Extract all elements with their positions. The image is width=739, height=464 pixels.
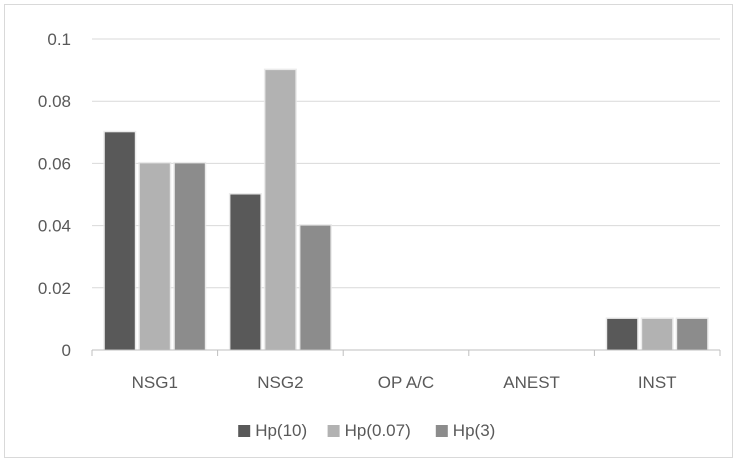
legend-swatch	[435, 425, 448, 437]
y-tick-label: 0.1	[47, 30, 71, 49]
x-axis-tick-labels: NSG1 NSG2 OP A/C ANEST INST	[132, 373, 677, 392]
x-tick-label: NSG1	[132, 373, 178, 392]
bar	[139, 163, 170, 350]
y-tick-label: 0	[62, 341, 71, 360]
bar-hp-0-07-nsg1	[138, 161, 172, 350]
bar-hp-3-nsg2	[298, 224, 332, 350]
bar	[104, 132, 135, 350]
bar-hp-10-nsg2	[228, 193, 262, 350]
x-tick-label: OP A/C	[378, 373, 434, 392]
y-tick-label: 0.02	[38, 279, 71, 298]
legend-item: Hp(0.07)	[327, 421, 411, 440]
legend-item: Hp(3)	[435, 421, 496, 440]
x-tick-label: NSG2	[257, 373, 303, 392]
legend: Hp(10) Hp(0.07) Hp(3)	[238, 421, 495, 440]
legend-swatch	[327, 425, 340, 437]
bar	[642, 318, 673, 350]
y-tick-label: 0.08	[38, 92, 71, 111]
y-tick-label: 0.04	[38, 217, 71, 236]
bar-hp-3-inst	[675, 317, 709, 350]
bar-hp-0-07-nsg2	[263, 68, 297, 350]
y-tick-label: 0.06	[38, 154, 71, 173]
legend-swatch	[238, 425, 251, 437]
x-axis	[91, 349, 721, 356]
x-tick-label: ANEST	[503, 373, 560, 392]
x-tick-label: INST	[638, 373, 677, 392]
y-axis-tick-labels: 0 0.02 0.04 0.06 0.08 0.1	[38, 30, 71, 360]
bar	[174, 163, 205, 350]
legend-item: Hp(10)	[238, 421, 307, 440]
bar-hp-10-nsg1	[103, 130, 137, 350]
bar	[300, 225, 331, 350]
legend-label: Hp(0.07)	[345, 421, 411, 440]
bar	[677, 318, 708, 350]
bar-hp-0-07-inst	[640, 317, 674, 350]
legend-label: Hp(10)	[255, 421, 307, 440]
bar	[230, 194, 261, 350]
bar-hp-3-nsg1	[173, 161, 207, 350]
legend-label: Hp(3)	[453, 421, 496, 440]
bars	[103, 68, 709, 350]
bar-hp-10-inst	[605, 317, 639, 350]
bar	[607, 318, 638, 350]
bar	[265, 70, 296, 350]
